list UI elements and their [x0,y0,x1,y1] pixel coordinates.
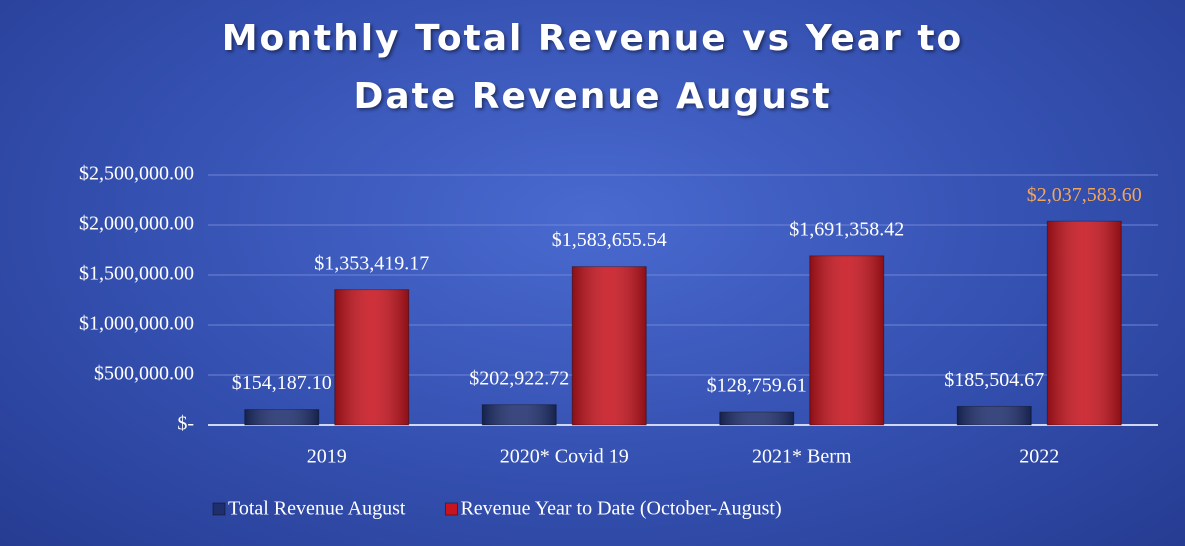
bar-shade [572,266,647,425]
legend-label: Total Revenue August [228,498,406,520]
value-label: $2,037,583.60 [1027,184,1142,206]
y-tick-label: $500,000.00 [94,363,194,385]
x-tick-label: 2020* Covid 19 [500,446,629,468]
x-tick-label: 2019 [307,446,347,468]
chart-title: Monthly Total Revenue vs Year to Date Re… [221,18,964,117]
value-label: $202,922.72 [469,367,569,389]
value-label: $1,353,419.17 [314,252,429,274]
bar-shade [957,406,1032,425]
bar-shade [719,412,794,425]
bar-shade [244,409,319,425]
x-tick-label: 2022 [1019,446,1059,468]
y-tick-label: $1,000,000.00 [79,313,194,335]
y-tick-label: $2,500,000.00 [79,163,194,185]
bar-shade [334,289,409,425]
value-label: $185,504.67 [944,369,1044,391]
value-label: $1,691,358.42 [789,218,904,240]
value-label: $128,759.61 [707,375,807,397]
value-label: $154,187.10 [232,372,332,394]
y-tick-label: $1,500,000.00 [79,263,194,285]
legend-swatch [212,502,226,516]
x-tick-label: 2021* Berm [752,446,852,468]
bar-shade [1047,221,1122,425]
bar-shade [482,404,557,425]
legend-label: Revenue Year to Date (October-August) [460,498,781,520]
bar-shade [809,255,884,425]
legend-swatch [444,502,458,516]
value-label: $1,583,655.54 [552,229,667,251]
y-tick-label: $2,000,000.00 [79,213,194,235]
y-tick-label: $- [177,413,194,435]
